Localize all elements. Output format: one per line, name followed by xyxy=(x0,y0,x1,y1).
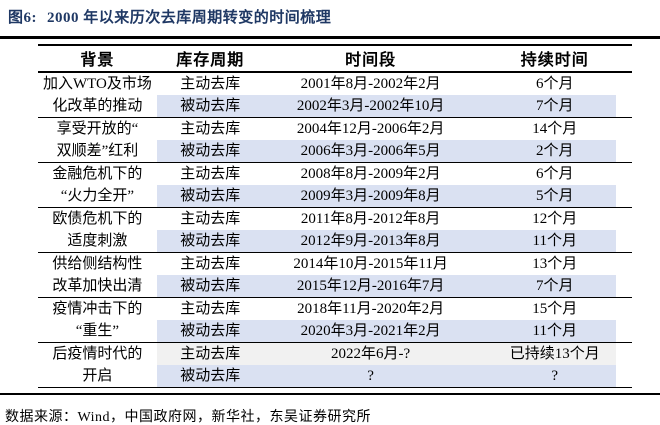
table-row: 适度刺激 被动去库 2012年9月-2013年8月 11个月 xyxy=(38,229,632,252)
background-cell: 改革加快出清 xyxy=(52,277,143,294)
background-cell: 双顺差”红利 xyxy=(56,142,139,159)
table-row: “火力全开” 被动去库 2009年3月-2009年8月 5个月 xyxy=(38,184,632,207)
figure-title: 图6: 2000 年以来历次去库周期转变的时间梳理 xyxy=(0,0,660,28)
table-row: 欧债危机下的 主动去库 2011年8月-2012年8月 12个月 xyxy=(38,206,632,230)
duration-cell: 6个月 xyxy=(477,161,632,185)
table-bottom-rule xyxy=(0,392,660,395)
period-cell: ? xyxy=(263,364,478,387)
background-cell: 享受开放的“ xyxy=(38,116,157,140)
cycle-cell: 被动去库 xyxy=(156,139,264,162)
table-header: 背景 库存周期 时间段 持续时间 xyxy=(38,44,632,73)
period-cell: 2018年11月-2020年2月 xyxy=(263,296,478,320)
cycle-cell: 被动去库 xyxy=(156,94,264,117)
duration-cell: 7个月 xyxy=(477,274,632,297)
period-cell: 2008年8月-2009年2月 xyxy=(263,161,478,185)
period-cell: 2022年6月-? xyxy=(263,341,478,365)
table-row: 化改革的推动 被动去库 2002年3月-2002年10月 7个月 xyxy=(38,94,632,117)
table-body: 加入WTO及市场 主动去库 2001年8月-2002年2月 6个月 化改革的推动 被动去库… xyxy=(38,72,632,387)
table-row: 开启 被动去库?? xyxy=(38,364,632,387)
duration-cell: 2个月 xyxy=(477,139,632,162)
duration-cell: 7个月 xyxy=(477,94,632,117)
title-divider-rule xyxy=(0,36,660,39)
period-cell: 2020年3月-2021年2月 xyxy=(263,319,478,342)
cycle-cell: 被动去库 xyxy=(156,184,264,207)
duration-cell: 11个月 xyxy=(477,319,632,342)
col-header-background: 背景 xyxy=(38,44,157,73)
duration-cell: 6个月 xyxy=(536,75,574,92)
duration-cell: 5个月 xyxy=(477,184,632,207)
duration-cell: 14个月 xyxy=(477,116,632,140)
duration-cell: 13个月 xyxy=(477,251,632,275)
cycle-cell: 主动去库 xyxy=(156,296,264,320)
period-cell: 2001年8月-2002年2月 xyxy=(300,75,441,92)
table-header-row: 背景 库存周期 时间段 持续时间 xyxy=(38,44,632,73)
background-cell: “重生” xyxy=(75,322,120,339)
period-cell: 2015年12月-2016年7月 xyxy=(263,274,478,297)
period-cell: 2002年3月-2002年10月 xyxy=(263,94,478,117)
cycle-cell: 主动去库 xyxy=(156,116,264,140)
col-header-inventory-cycle: 库存周期 xyxy=(156,44,264,73)
period-cell: 2006年3月-2006年5月 xyxy=(263,139,478,162)
duration-cell: ? xyxy=(477,364,632,387)
table-row: 金融危机下的 主动去库 2008年8月-2009年2月 6个月 xyxy=(38,161,632,185)
background-cell: 金融危机下的 xyxy=(38,161,157,185)
period-cell: 2011年8月-2012年8月 xyxy=(263,206,478,230)
cycle-cell: 被动去库 xyxy=(156,364,264,387)
cycle-cell: 主动去库 xyxy=(156,161,264,185)
duration-cell: 12个月 xyxy=(477,206,632,230)
cycle-cell: 主动去库 xyxy=(180,75,241,92)
background-cell: 加入WTO及市场 xyxy=(42,75,152,92)
duration-cell: 11个月 xyxy=(477,229,632,252)
destocking-cycle-table: 背景 库存周期 时间段 持续时间 加入WTO及市场 主动去库 2001年8月-200… xyxy=(38,43,632,388)
background-cell: 供给侧结构性 xyxy=(38,251,157,275)
cycle-cell: 主动去库 xyxy=(156,341,264,365)
background-cell: 化改革的推动 xyxy=(52,97,143,114)
cycle-cell: 主动去库 xyxy=(156,251,264,275)
table-row: 双顺差”红利 被动去库 2006年3月-2006年5月 2个月 xyxy=(38,139,632,162)
background-cell: “火力全开” xyxy=(60,187,135,204)
figure-title-text: 2000 年以来历次去库周期转变的时间梳理 xyxy=(47,10,332,26)
background-cell: 后疫情时代的 xyxy=(38,341,157,365)
cycle-cell: 主动去库 xyxy=(156,206,264,230)
table-row: 享受开放的“ 主动去库 2004年12月-2006年2月 14个月 xyxy=(38,116,632,140)
background-cell: 适度刺激 xyxy=(67,232,128,249)
period-cell: 2004年12月-2006年2月 xyxy=(263,116,478,140)
table-row: 后疫情时代的 主动去库 2022年6月-? 已持续13个月 xyxy=(38,341,632,365)
table-row: 供给侧结构性 主动去库 2014年10月-2015年11月 13个月 xyxy=(38,251,632,275)
cycle-cell: 被动去库 xyxy=(156,319,264,342)
table-row: 改革加快出清 被动去库 2015年12月-2016年7月 7个月 xyxy=(38,274,632,297)
figure-label: 图6: xyxy=(8,10,37,26)
background-cell: 开启 xyxy=(82,367,113,384)
table-row: 疫情冲击下的 主动去库 2018年11月-2020年2月 15个月 xyxy=(38,296,632,320)
table-row: “重生” 被动去库 2020年3月-2021年2月 11个月 xyxy=(38,319,632,342)
table-row: 加入WTO及市场 主动去库 2001年8月-2002年2月 6个月 xyxy=(38,72,632,95)
data-source-note: 数据来源：Wind，中国政府网，新华社，东吴证券研究所 xyxy=(5,410,372,425)
period-cell: 2012年9月-2013年8月 xyxy=(263,229,478,252)
col-header-time-period: 时间段 xyxy=(263,44,478,73)
col-header-duration: 持续时间 xyxy=(477,44,632,73)
background-cell: 欧债危机下的 xyxy=(38,206,157,230)
period-cell: 2014年10月-2015年11月 xyxy=(263,251,478,275)
duration-cell: 已持续13个月 xyxy=(477,341,632,365)
duration-cell: 15个月 xyxy=(477,296,632,320)
cycle-cell: 被动去库 xyxy=(156,274,264,297)
background-cell: 疫情冲击下的 xyxy=(38,296,157,320)
period-cell: 2009年3月-2009年8月 xyxy=(263,184,478,207)
cycle-cell: 被动去库 xyxy=(156,229,264,252)
